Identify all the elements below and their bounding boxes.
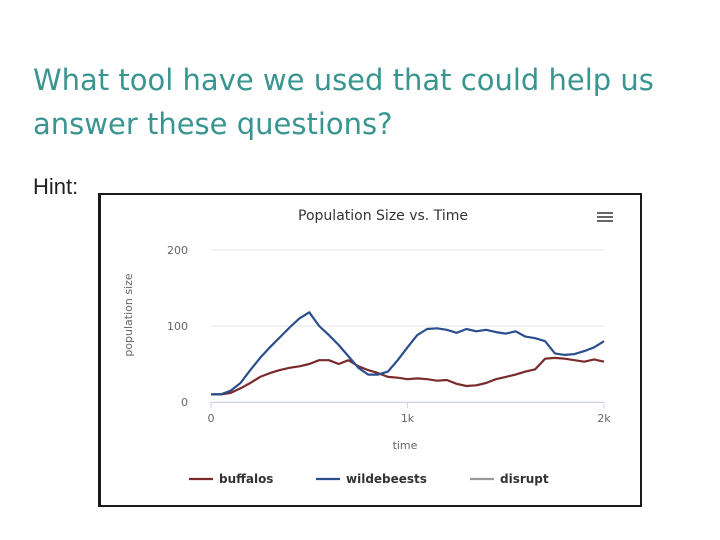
y-axis-title: population size <box>122 273 135 357</box>
legend-label: disrupt <box>500 472 549 486</box>
series <box>211 311 605 396</box>
y-tick-label: 200 <box>167 244 188 257</box>
legend-item-wildebeests[interactable]: wildebeests <box>316 472 427 486</box>
series-line-buffalos <box>211 356 605 396</box>
hint-label: Hint: <box>33 174 79 199</box>
hamburger-menu-icon[interactable] <box>595 209 615 225</box>
axes: 0 100 200 0 1k 2k <box>167 244 611 425</box>
x-axis-title: time <box>393 439 418 452</box>
slide-title: What tool have we used that could help u… <box>33 63 654 141</box>
population-chart: Population Size vs. Time 0 100 200 0 1k 2k po… <box>122 208 615 486</box>
y-tick-label: 0 <box>181 396 188 409</box>
x-tick-label: 0 <box>208 412 215 425</box>
legend-label: buffalos <box>219 472 273 486</box>
chart-panel: Population Size vs. Time 0 100 200 0 1k 2k po… <box>98 193 642 507</box>
legend-item-buffalos[interactable]: buffalos <box>189 472 273 486</box>
series-line-wildebeests <box>211 311 605 396</box>
y-tick-label: 100 <box>167 320 188 333</box>
chart-title: Population Size vs. Time <box>298 208 468 224</box>
legend-label: wildebeests <box>346 472 427 486</box>
legend-item-disrupt[interactable]: disrupt <box>470 472 549 486</box>
legend: buffalos wildebeests disrupt <box>189 472 549 486</box>
x-tick-label: 2k <box>597 412 611 425</box>
x-tick-label: 1k <box>401 412 415 425</box>
